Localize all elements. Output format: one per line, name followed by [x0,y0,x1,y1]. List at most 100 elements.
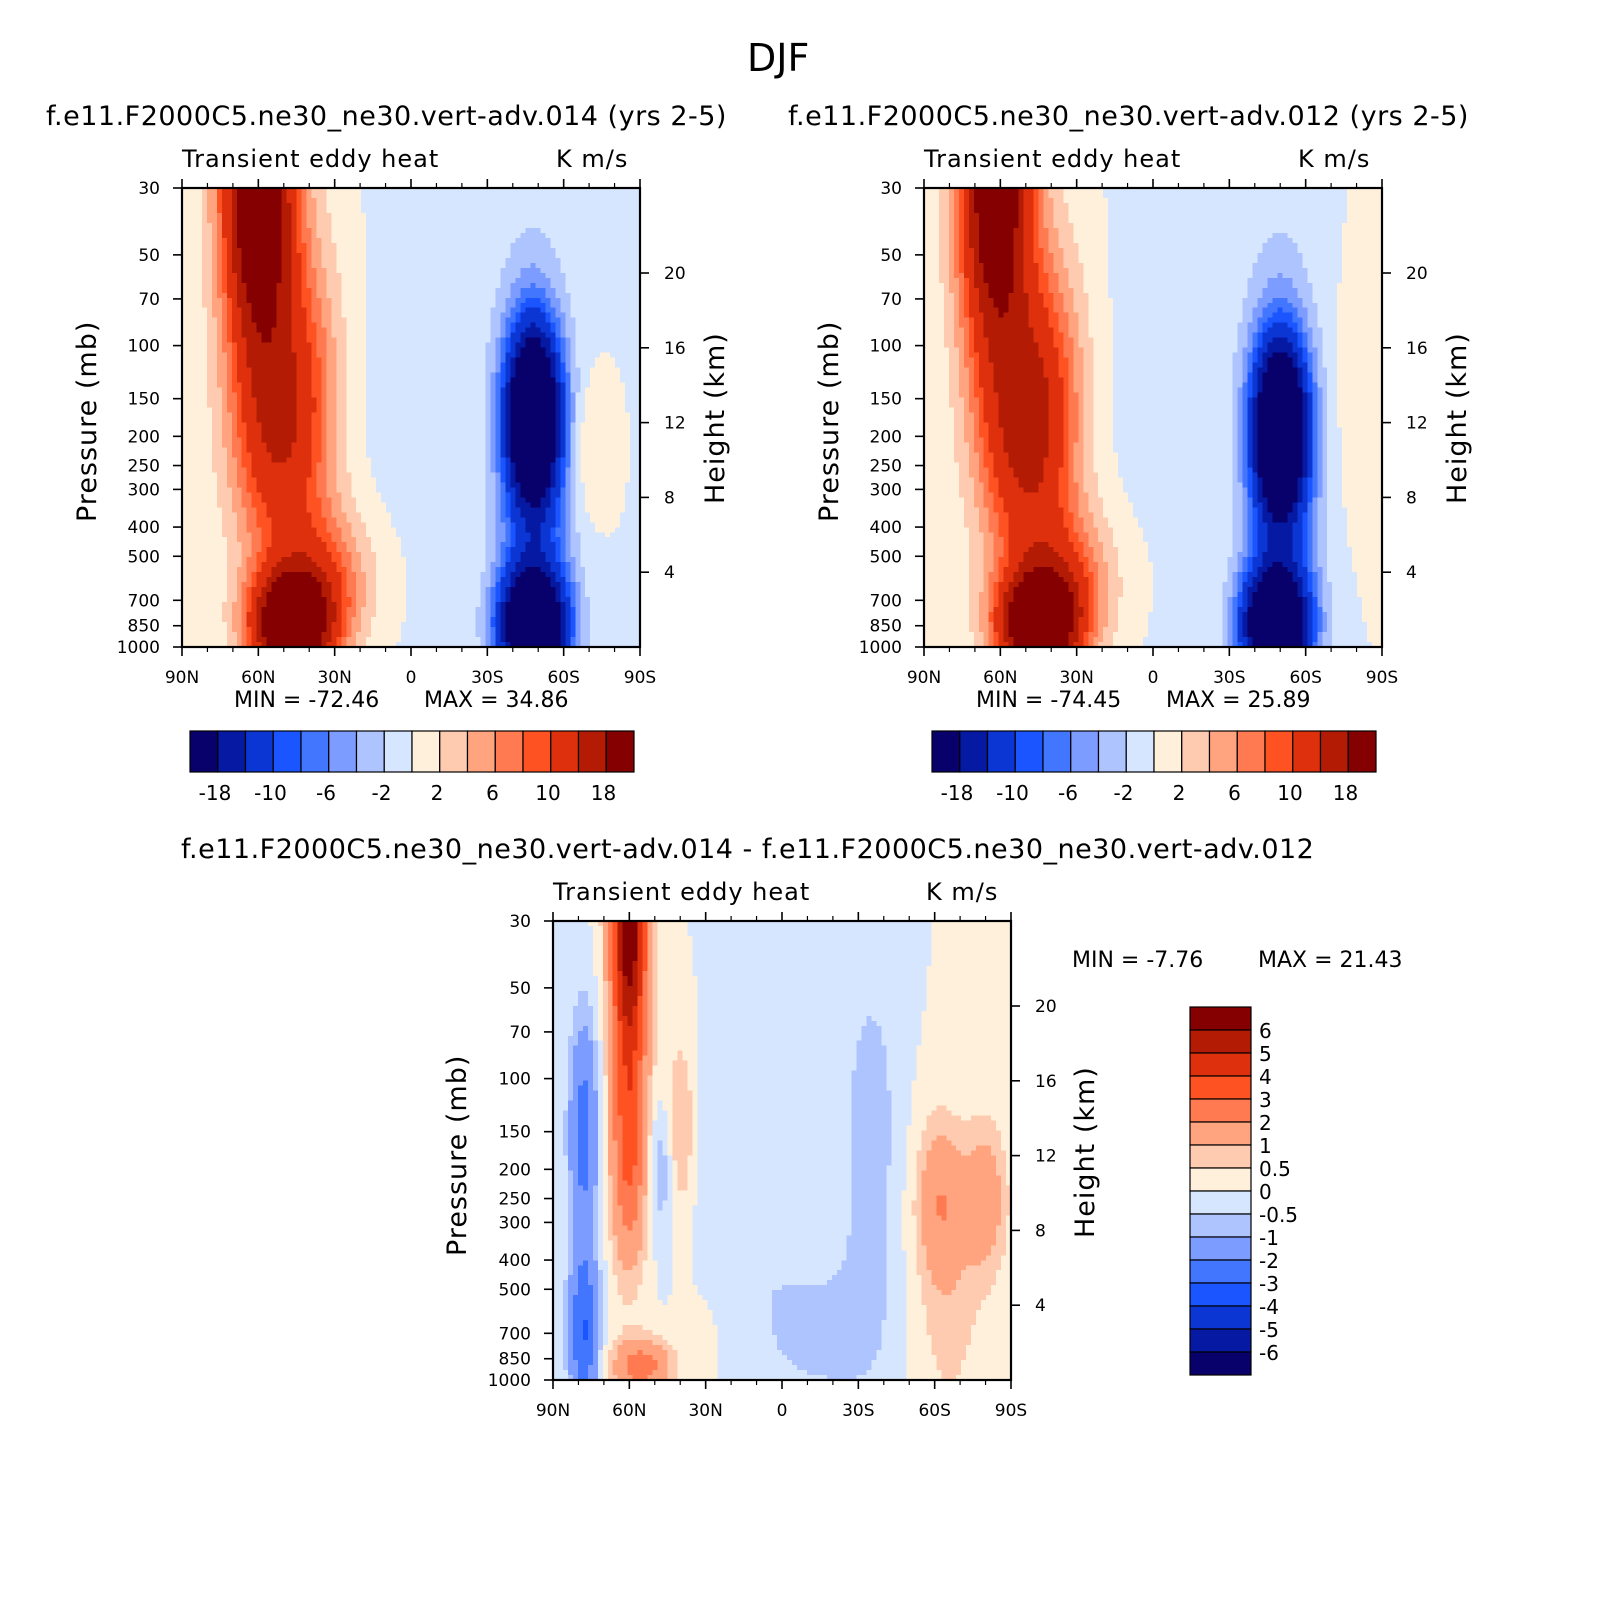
contour-cell [590,207,596,214]
contour-cell [396,262,402,269]
contour-cell [201,447,208,454]
contour-cell [196,322,203,329]
contour-cell [555,272,561,279]
contour-cell [610,188,616,194]
contour-cell [470,402,477,409]
contour-cell [510,188,517,194]
contour-cell [226,447,233,454]
contour-cell [470,307,477,314]
contour-cell [615,212,621,219]
contour-cell [545,297,551,304]
contour-cell [495,382,502,389]
contour-cell [326,188,332,194]
contour-cell [425,387,432,394]
contour-cell [276,412,283,419]
contour-cell [635,212,641,219]
contour-cell [346,447,352,454]
contour-cell [311,372,318,379]
contour-cell [605,302,611,309]
contour-cell [525,327,532,334]
contour-cell [381,437,387,444]
contour-cell [291,237,298,244]
contour-cell [381,212,387,219]
contour-cell [276,292,283,299]
contour-cell [620,257,626,264]
contour-cell [366,442,372,449]
contour-cell [346,442,352,449]
contour-cell [386,262,392,269]
contour-cell [570,267,576,274]
contour-cell [211,287,218,294]
contour-cell [226,397,233,404]
contour-cell [565,257,571,264]
contour-cell [455,212,462,219]
contour-cell [191,282,198,289]
contour-cell [465,272,472,279]
contour-cell [620,372,626,379]
contour-cell [251,347,258,354]
contour-cell [401,452,407,459]
contour-cell [475,412,482,419]
contour-cell [605,252,611,259]
contour-cell [510,202,517,209]
contour-cell [435,427,442,434]
contour-cell [455,377,462,384]
contour-cell [550,257,556,264]
contour-cell [625,317,631,324]
contour-cell [445,277,452,284]
contour-cell [296,232,303,239]
contour-cell [505,357,512,364]
contour-cell [182,392,188,399]
contour-cell [485,357,492,364]
contour-cell [425,257,432,264]
contour-cell [560,307,566,314]
contour-cell [211,212,218,219]
contour-cell [480,327,487,334]
contour-cell [371,242,377,249]
contour-cell [246,357,253,364]
contour-cell [440,327,447,334]
contour-cell [455,227,462,234]
contour-cell [460,302,467,309]
contour-cell [420,342,427,349]
contour-cell [381,332,387,339]
contour-cell [351,397,357,404]
contour-cell [361,402,367,409]
contour-cell [555,352,561,359]
contour-cell [336,282,342,289]
contour-cell [371,377,377,384]
contour-cell [425,417,432,424]
contour-cell [625,262,631,269]
contour-cell [475,317,482,324]
contour-cell [236,202,243,209]
contour-cell [296,407,303,414]
contour-cell [505,432,512,439]
contour-cell [540,427,547,434]
contour-cell [590,297,596,304]
contour-cell [281,277,288,284]
contour-cell [406,392,412,399]
contour-cell [266,247,273,254]
contour-cell [406,297,412,304]
contour-cell [440,397,447,404]
contour-cell [635,442,641,449]
contour-cell [415,442,422,449]
contour-cell [430,332,437,339]
contour-cell [505,362,512,369]
contour-cell [525,437,532,444]
contour-cell [585,442,591,449]
contour-cell [196,327,203,334]
contour-cell [256,327,263,334]
contour-cell [261,267,268,274]
contour-cell [286,252,293,259]
contour-cell [391,332,397,339]
contour-cell [316,342,322,349]
contour-cell [425,302,432,309]
contour-cell [411,422,417,429]
contour-cell [610,207,616,214]
contour-cell [366,252,372,259]
contour-cell [271,192,278,199]
contour-cell [191,367,198,374]
contour-cell [545,417,551,424]
contour-cell [555,322,561,329]
